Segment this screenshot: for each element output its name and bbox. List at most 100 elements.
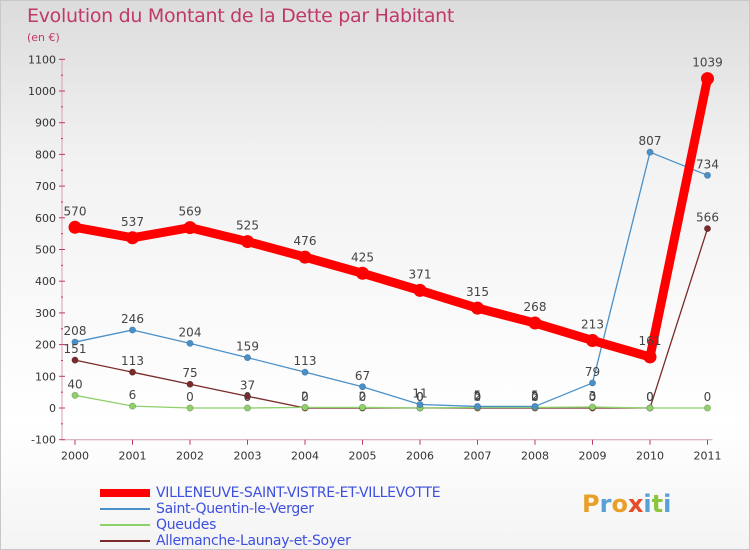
legend-item: VILLENEUVE-SAINT-VISTRE-ET-VILLEVOTTE: [100, 485, 441, 501]
data-point: [358, 383, 366, 391]
data-label: 208: [64, 324, 87, 338]
data-label: 2: [531, 389, 539, 403]
logo-letter: t: [651, 490, 664, 518]
logo-letter: o: [611, 490, 628, 518]
data-label: 425: [351, 250, 374, 264]
axes: -100010020030040050060070080090010001100…: [28, 53, 722, 462]
data-label: 570: [64, 204, 87, 218]
data-label: 5: [474, 388, 482, 402]
y-tick-label: 1000: [28, 85, 56, 98]
x-tick-label: 2006: [406, 450, 434, 463]
data-point: [701, 72, 714, 86]
data-label: 268: [524, 300, 547, 314]
data-label: 75: [182, 366, 197, 380]
x-tick-label: 2005: [349, 450, 377, 463]
data-point: [588, 403, 596, 411]
legend-item: Saint-Quentin-le-Verger: [100, 501, 440, 517]
data-point: [71, 356, 79, 364]
data-point: [703, 225, 711, 233]
legend-label: Saint-Quentin-le-Verger: [156, 501, 314, 517]
proxiti-logo: Proxiti: [582, 490, 671, 518]
x-tick-label: 2009: [579, 450, 607, 463]
data-point: [703, 171, 711, 179]
data-point: [244, 392, 252, 400]
chart-unit-label: (en €): [27, 31, 60, 44]
series-line-3: [74, 228, 709, 409]
x-tick-label: 2001: [119, 450, 147, 463]
data-label: 161: [639, 334, 662, 348]
data-label: 569: [179, 205, 202, 219]
x-tick-label: 2000: [61, 450, 89, 463]
y-tick-label: 900: [35, 117, 56, 130]
y-tick-label: 400: [35, 275, 56, 288]
data-point: [356, 266, 369, 280]
data-label: 315: [466, 285, 489, 299]
data-point: [643, 350, 657, 364]
data-label: 159: [236, 340, 259, 354]
legend-swatch: [100, 540, 150, 542]
data-label: 113: [294, 354, 317, 368]
data-label: 0: [531, 390, 539, 404]
x-tick-label: 2002: [176, 450, 204, 463]
data-label: 0: [416, 390, 424, 404]
data-point: [358, 403, 366, 411]
data-point: [646, 148, 654, 156]
legend: VILLENEUVE-SAINT-VISTRE-ET-VILLEVOTTE Sai…: [100, 485, 441, 549]
y-tick-label: 100: [35, 370, 56, 383]
y-tick-label: 600: [35, 212, 56, 225]
data-label: 246: [121, 312, 144, 326]
legend-swatch: [100, 508, 150, 510]
y-tick-label: 0: [49, 402, 56, 415]
data-label: 5: [531, 388, 539, 402]
series-layer: [68, 72, 714, 412]
x-tick-label: 2003: [234, 450, 262, 463]
legend-label: Allemanche-Launay-et-Soyer: [156, 533, 351, 549]
y-tick-label: 500: [35, 244, 56, 257]
x-tick-label: 2007: [464, 450, 492, 463]
data-label: 371: [409, 267, 432, 281]
data-label: 525: [236, 219, 259, 233]
data-label: 113: [121, 354, 144, 368]
series-line-0: [74, 77, 712, 362]
data-label: 2: [301, 389, 309, 403]
data-label: 734: [696, 157, 719, 171]
y-tick-label: 300: [35, 307, 56, 320]
logo-letter: r: [599, 490, 612, 518]
data-label: 204: [179, 325, 202, 339]
logo-letter: i: [643, 490, 652, 518]
data-label: 0: [416, 390, 424, 404]
data-point: [129, 402, 137, 410]
data-label: 37: [240, 378, 255, 392]
data-point: [416, 401, 424, 409]
data-point: [71, 391, 79, 399]
data-label: 0: [646, 390, 654, 404]
data-label: 2: [359, 389, 367, 403]
data-point: [298, 250, 312, 264]
data-label: 476: [294, 234, 317, 248]
legend-item: Queudes: [100, 517, 440, 533]
series-line-2: [74, 394, 708, 409]
x-tick-label: 2010: [636, 450, 664, 463]
y-tick-label: 200: [35, 339, 56, 352]
data-point: [186, 380, 194, 388]
data-point: [301, 368, 309, 376]
data-label: 0: [646, 390, 654, 404]
data-label: 3: [589, 389, 597, 403]
logo-letter: x: [627, 490, 644, 518]
data-point: [71, 338, 79, 346]
data-point: [126, 231, 139, 245]
data-point: [129, 368, 137, 376]
data-point: [129, 326, 137, 334]
logo-letter: P: [582, 490, 600, 518]
data-label: 0: [589, 390, 597, 404]
x-tick-label: 2011: [694, 450, 722, 463]
data-label: 213: [581, 317, 604, 331]
y-tick-label: -100: [31, 434, 56, 447]
logo-letter: i: [663, 490, 672, 518]
data-point: [586, 333, 599, 347]
data-point: [241, 235, 254, 249]
data-label: 0: [186, 390, 194, 404]
data-point: [471, 301, 484, 315]
data-label: 0: [704, 390, 712, 404]
